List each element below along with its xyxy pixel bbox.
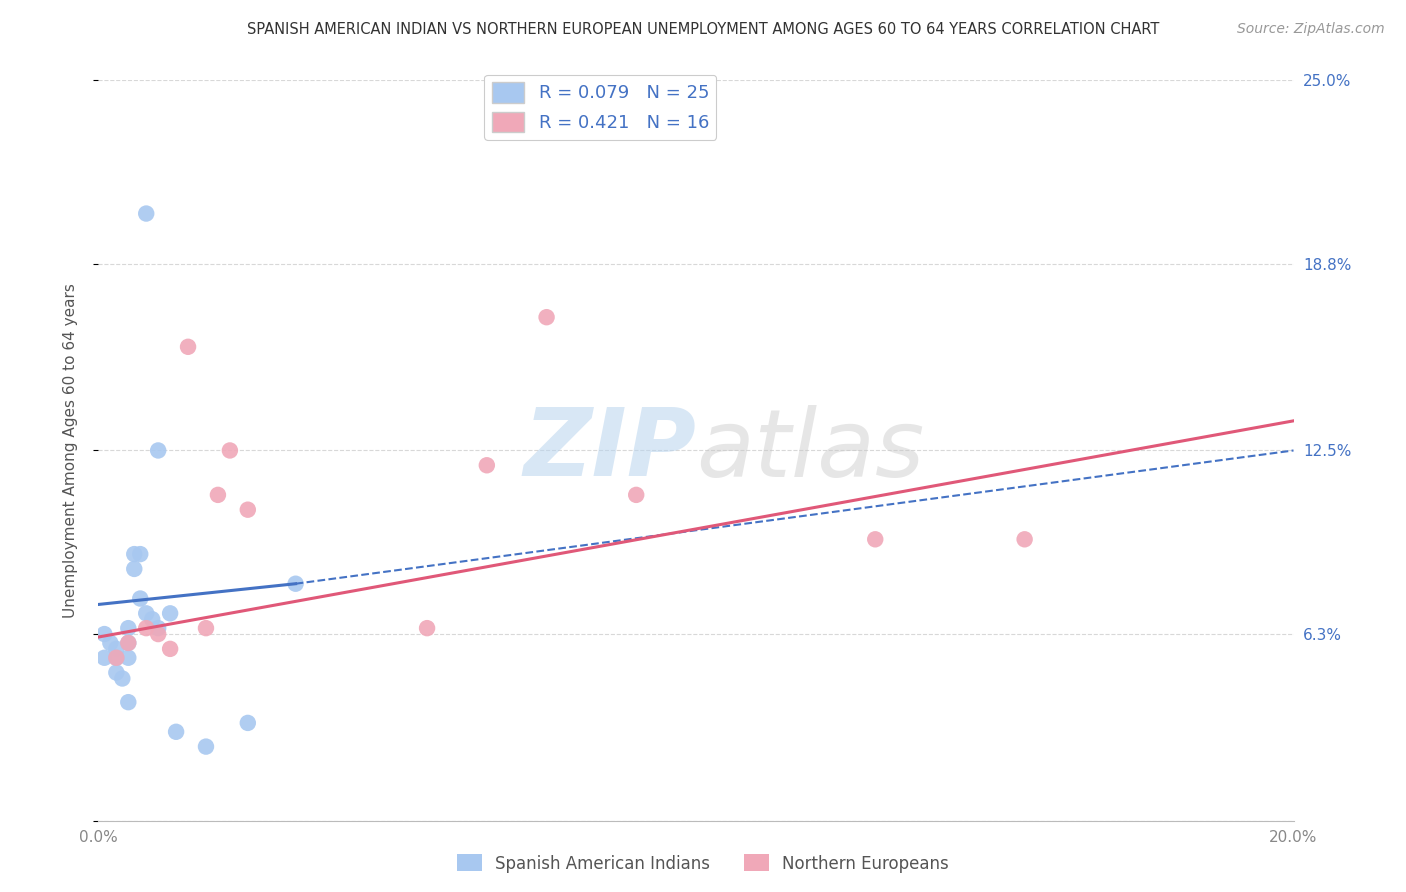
- Point: [105, 650, 128, 665]
- Text: SPANISH AMERICAN INDIAN VS NORTHERN EUROPEAN UNEMPLOYMENT AMONG AGES 60 TO 64 YE: SPANISH AMERICAN INDIAN VS NORTHERN EURO…: [247, 22, 1159, 37]
- Point: [159, 641, 181, 656]
- Point: [105, 641, 128, 656]
- Point: [1014, 533, 1036, 547]
- Point: [207, 488, 229, 502]
- Point: [124, 562, 146, 576]
- Point: [148, 621, 170, 635]
- Point: [865, 533, 887, 547]
- Point: [148, 627, 170, 641]
- Point: [93, 627, 115, 641]
- Point: [536, 310, 558, 325]
- Point: [135, 621, 157, 635]
- Text: atlas: atlas: [696, 405, 924, 496]
- Point: [117, 695, 139, 709]
- Point: [129, 547, 152, 561]
- Point: [177, 340, 200, 354]
- Point: [236, 715, 259, 730]
- Point: [141, 612, 163, 626]
- Legend: Spanish American Indians, Northern Europeans: Spanish American Indians, Northern Europ…: [450, 847, 956, 880]
- Point: [117, 650, 139, 665]
- Point: [105, 665, 128, 680]
- Point: [195, 621, 218, 635]
- Text: ZIP: ZIP: [523, 404, 696, 497]
- Point: [135, 206, 157, 220]
- Point: [105, 650, 128, 665]
- Point: [626, 488, 648, 502]
- Point: [165, 724, 187, 739]
- Point: [93, 650, 115, 665]
- Text: Source: ZipAtlas.com: Source: ZipAtlas.com: [1237, 22, 1385, 37]
- Point: [284, 576, 307, 591]
- Point: [129, 591, 152, 606]
- Point: [111, 672, 134, 686]
- Point: [124, 547, 146, 561]
- Point: [219, 443, 242, 458]
- Point: [236, 502, 259, 516]
- Point: [117, 621, 139, 635]
- Point: [195, 739, 218, 754]
- Point: [475, 458, 498, 473]
- Point: [117, 636, 139, 650]
- Point: [98, 636, 122, 650]
- Point: [159, 607, 181, 621]
- Y-axis label: Unemployment Among Ages 60 to 64 years: Unemployment Among Ages 60 to 64 years: [63, 283, 77, 618]
- Point: [148, 443, 170, 458]
- Point: [135, 607, 157, 621]
- Point: [117, 636, 139, 650]
- Legend: R = 0.079   N = 25, R = 0.421   N = 16: R = 0.079 N = 25, R = 0.421 N = 16: [485, 75, 716, 140]
- Point: [416, 621, 439, 635]
